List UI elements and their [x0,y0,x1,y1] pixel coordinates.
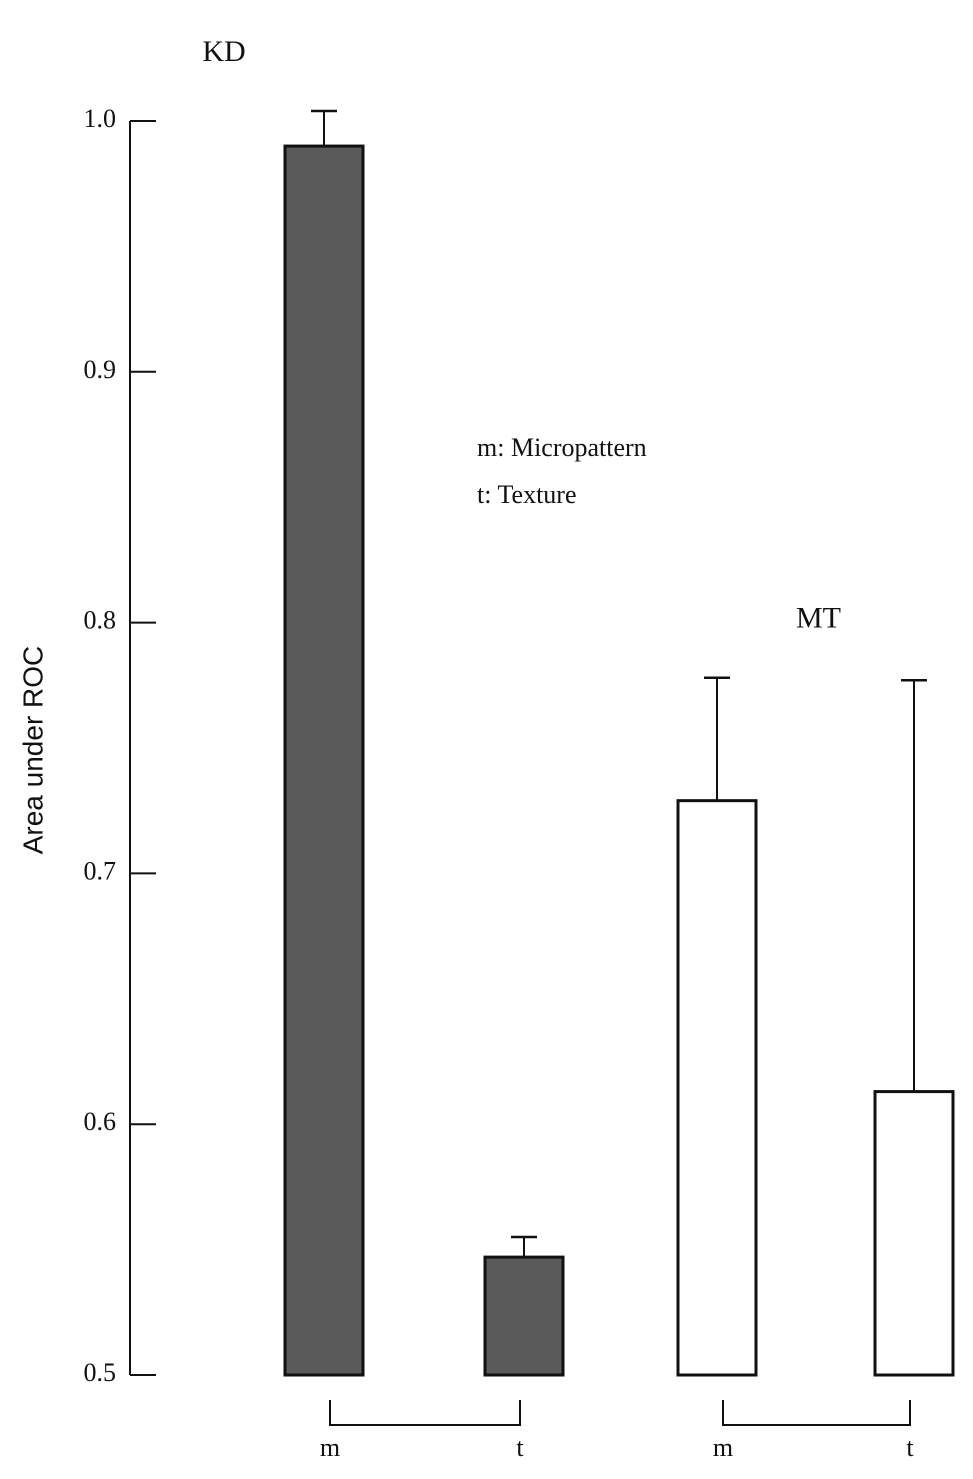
group-label: MT [796,602,841,635]
group-bracket [722,1400,911,1426]
group-label: KD [202,35,245,68]
x-tick-label: m [320,1433,340,1462]
bar [676,799,758,1377]
bar [873,1090,955,1377]
x-tick-label: m [713,1433,733,1462]
annotation: t: Texture [477,480,577,509]
y-tick-label: 0.5 [84,1358,117,1387]
y-tick-label: 0.8 [84,606,117,635]
y-tick-label: 0.9 [84,355,117,384]
x-tick-label: t [516,1433,524,1462]
group-bracket [329,1400,521,1426]
y-axis-label: Area under ROC [17,646,48,855]
bar [483,1255,565,1377]
bar [283,144,365,1377]
y-tick-label: 1.0 [84,104,117,133]
x-tick-label: t [906,1433,914,1462]
annotation: m: Micropattern [477,433,647,462]
y-tick-label: 0.6 [84,1107,117,1136]
y-tick-label: 0.7 [84,856,117,885]
